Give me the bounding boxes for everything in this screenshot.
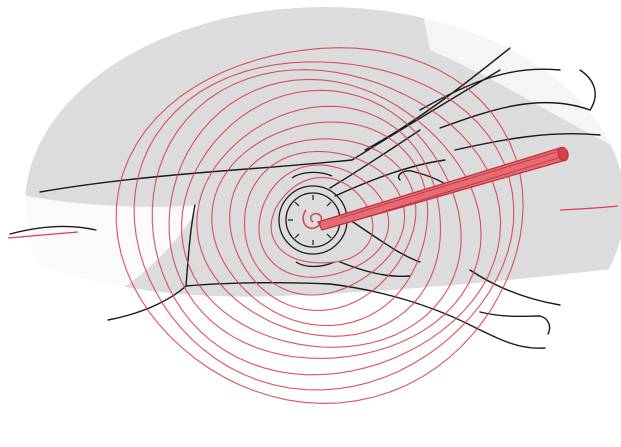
wrist-inner-1 bbox=[349, 219, 421, 263]
red-ring bbox=[181, 89, 462, 348]
wrist-watch bbox=[278, 171, 348, 268]
knuckle-bottom bbox=[469, 269, 561, 306]
finger-line-1 bbox=[419, 68, 561, 111]
red-ring bbox=[151, 69, 502, 376]
white-wash-upper-right bbox=[420, 0, 621, 150]
red-spiral-center bbox=[302, 209, 323, 229]
red-ring bbox=[243, 151, 406, 296]
red-ring bbox=[211, 121, 429, 327]
palm-lower bbox=[329, 283, 546, 349]
watch-strap-top bbox=[291, 171, 333, 179]
watch-strap-bottom bbox=[295, 261, 335, 268]
arm-outline bbox=[9, 47, 601, 349]
red-rod-hatch bbox=[339, 151, 559, 223]
red-ring bbox=[229, 138, 417, 311]
white-wash-left bbox=[0, 190, 200, 290]
forearm-bottom-line bbox=[107, 281, 331, 321]
red-ring bbox=[196, 105, 442, 337]
red-stroke-right bbox=[559, 205, 619, 211]
finger-line-2 bbox=[439, 101, 591, 129]
finger-tip-right bbox=[579, 69, 596, 111]
wrist-inner-2 bbox=[339, 261, 411, 278]
white-wash-lower bbox=[0, 250, 621, 447]
red-concentric-circles bbox=[115, 47, 524, 404]
index-finger bbox=[479, 311, 541, 318]
finger-tip-bottom bbox=[539, 315, 551, 335]
red-side-strokes bbox=[7, 205, 619, 239]
cuff-line bbox=[185, 204, 196, 287]
forearm-top-line bbox=[39, 159, 353, 193]
red-ring bbox=[115, 47, 524, 404]
red-ring bbox=[258, 164, 390, 278]
pointer-hand-line bbox=[329, 129, 421, 189]
red-rod-end bbox=[557, 146, 569, 162]
red-stroke-left bbox=[7, 231, 79, 239]
red-ring bbox=[270, 176, 374, 264]
pointer-hand-line-2 bbox=[334, 159, 446, 197]
red-ring bbox=[168, 78, 482, 359]
finger-line-3 bbox=[454, 133, 601, 151]
red-pointer bbox=[302, 146, 569, 231]
left-arm-trace bbox=[9, 225, 97, 235]
red-ring bbox=[133, 61, 515, 391]
hand-top-line-2 bbox=[364, 47, 511, 151]
thumb-curve bbox=[398, 170, 449, 187]
